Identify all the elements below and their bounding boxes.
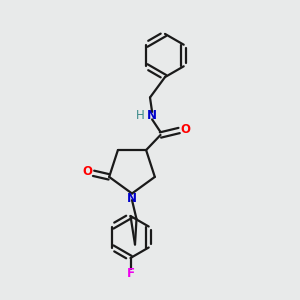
Text: N: N (127, 192, 137, 206)
Text: O: O (180, 123, 190, 136)
Text: H: H (136, 109, 145, 122)
Text: N: N (147, 109, 157, 122)
Text: F: F (127, 267, 134, 280)
Text: O: O (82, 165, 93, 178)
